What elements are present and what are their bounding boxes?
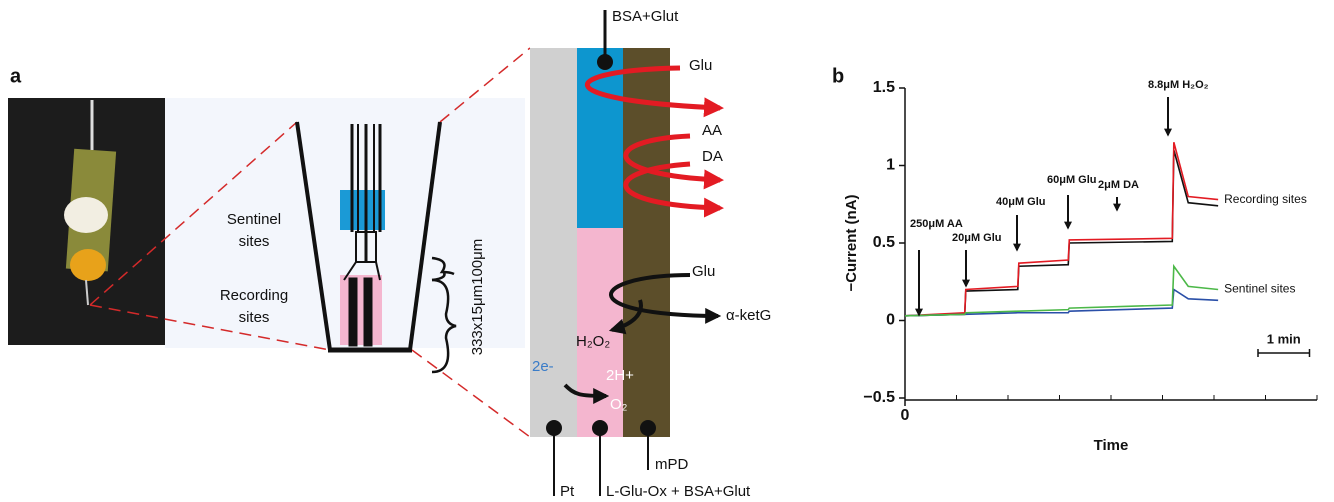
trace — [904, 288, 1219, 317]
annotation: 60μM Glu — [1047, 174, 1097, 186]
y-tick-label: 1 — [886, 157, 895, 174]
sentinel-label: sites — [239, 233, 270, 250]
analyte-label: Glu — [689, 57, 712, 74]
analyte-label: DA — [702, 148, 723, 165]
zoom-lines — [89, 47, 531, 438]
analyte-label: α-ketG — [726, 307, 771, 324]
legend-label: Sentinel sites — [1224, 282, 1295, 296]
annotation: 250μM AA — [910, 218, 963, 230]
product-label: O₂ — [610, 396, 628, 413]
layer-label: L-Glu-Ox + BSA+Glut — [606, 483, 751, 500]
y-tick-label: 0 — [886, 312, 895, 329]
photo — [8, 98, 165, 345]
x-axis-title: Time — [1094, 437, 1129, 454]
y-tick-label: 1.5 — [873, 79, 895, 96]
scale-bar-label: 1 min — [1267, 331, 1301, 346]
product-label: H₂O₂ — [576, 333, 610, 350]
y-tick-label: 0.5 — [873, 234, 895, 251]
recording-label: Recording — [220, 287, 288, 304]
layer-label: mPD — [655, 456, 689, 473]
annotation: 8.8μM H₂O₂ — [1148, 79, 1209, 91]
y-axis-title: −Current (nA) — [843, 194, 860, 291]
analyte-label: AA — [702, 122, 722, 139]
trace — [904, 263, 1219, 317]
x-tick-label: 0 — [901, 407, 910, 424]
electron-label: 2e- — [532, 358, 554, 375]
annotation: 2μM DA — [1098, 179, 1139, 191]
plot: −0.5 0 0.5 1 1.5 0 Recording sites Sentinel sit… — [863, 79, 1318, 424]
layer-label: BSA+Glut — [612, 8, 679, 25]
y-tick-label: −0.5 — [863, 389, 895, 406]
analyte-label: Glu — [692, 263, 715, 280]
probe-diagram — [295, 121, 457, 374]
recording-label: sites — [239, 309, 270, 326]
layer-diagram — [530, 10, 724, 496]
legend-label: Recording sites — [1224, 192, 1307, 206]
sentinel-label: Sentinel — [227, 211, 281, 228]
trace — [904, 142, 1219, 317]
annotation: 40μM Glu — [996, 196, 1046, 208]
dimension-label: 333x15μm100μm — [469, 239, 486, 356]
layer-label: Pt — [560, 483, 575, 500]
panel-letter: a — [10, 65, 22, 87]
scale-bar — [1257, 349, 1311, 357]
annotation: 20μM Glu — [952, 232, 1002, 244]
panel-letter: b — [832, 65, 844, 87]
product-label: 2H+ — [606, 367, 634, 384]
